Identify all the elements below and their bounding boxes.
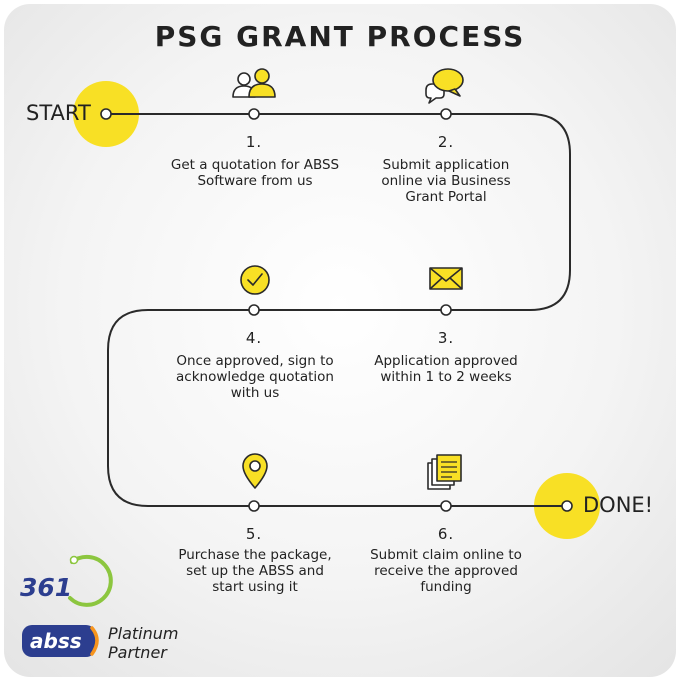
step-2-text: Submit application online via Business G… xyxy=(381,157,511,205)
step-4-node xyxy=(248,304,260,316)
people-icon xyxy=(232,68,276,98)
step-4-number: 4. xyxy=(245,329,263,347)
logo-361-text: 361 xyxy=(20,573,72,602)
partner-line-1: Platinum xyxy=(108,624,179,643)
step-5-text: Purchase the package, set up the ABSS an… xyxy=(178,547,332,595)
partner-line-2: Partner xyxy=(108,643,167,662)
checkmark-icon xyxy=(240,265,270,295)
step-6-number: 6. xyxy=(437,525,455,543)
step-3-node xyxy=(440,304,452,316)
step-5-node xyxy=(248,500,260,512)
step-2-node xyxy=(440,108,452,120)
logo-abss-text: abss xyxy=(30,629,82,653)
location-pin-icon xyxy=(242,453,268,489)
step-3-number: 3. xyxy=(437,329,455,347)
logo-361: 361 xyxy=(20,554,113,607)
step-5-number: 5. xyxy=(245,525,263,543)
done-label: DONE! xyxy=(583,493,654,517)
partner-label: Platinum Partner xyxy=(108,624,178,662)
step-3-text: Application approved within 1 to 2 weeks xyxy=(374,353,518,385)
page-title: PSG GRANT PROCESS xyxy=(154,20,526,53)
step-6-node xyxy=(440,500,452,512)
done-node xyxy=(561,500,573,512)
step-6-text: Submit claim online to receive the appro… xyxy=(370,547,522,595)
step-1-number: 1. xyxy=(245,133,263,151)
step-1-text: Get a quotation for ABSS Software from u… xyxy=(170,157,340,189)
documents-icon xyxy=(427,454,462,490)
chat-bubbles-icon xyxy=(425,68,464,104)
envelope-icon xyxy=(429,267,463,290)
start-label: START xyxy=(26,101,91,125)
step-2-number: 2. xyxy=(437,133,455,151)
step-4-text: Once approved, sign to acknowledge quota… xyxy=(176,353,334,401)
logo-abss: abss xyxy=(22,625,99,657)
start-node xyxy=(100,108,112,120)
flow-path xyxy=(106,113,571,507)
step-1-node xyxy=(248,108,260,120)
